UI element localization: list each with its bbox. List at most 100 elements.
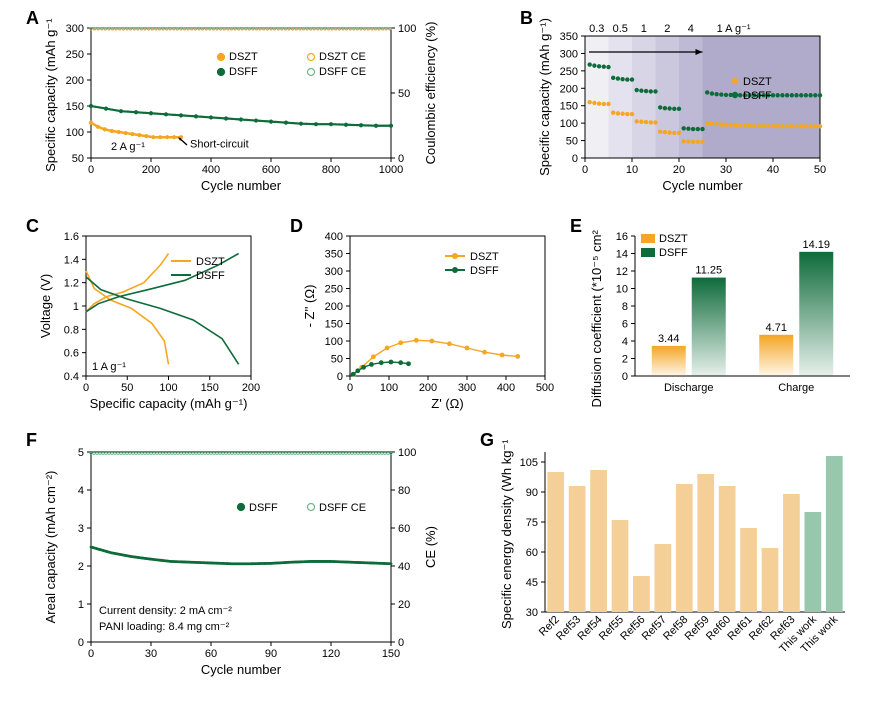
svg-text:50: 50 — [398, 88, 410, 100]
svg-text:100: 100 — [159, 382, 177, 394]
svg-text:DSZT: DSZT — [196, 256, 225, 268]
svg-text:Charge: Charge — [778, 382, 814, 394]
svg-text:30: 30 — [145, 648, 157, 660]
svg-text:50: 50 — [814, 164, 826, 176]
svg-text:50: 50 — [331, 354, 343, 366]
svg-text:400: 400 — [202, 164, 220, 176]
svg-text:Voltage (V): Voltage (V) — [38, 274, 53, 338]
svg-text:Z' (Ω): Z' (Ω) — [431, 396, 463, 411]
svg-text:200: 200 — [419, 382, 437, 394]
svg-text:12: 12 — [616, 266, 628, 278]
svg-text:DSZT CE: DSZT CE — [319, 51, 366, 63]
svg-text:40: 40 — [767, 164, 779, 176]
svg-text:100: 100 — [398, 23, 416, 35]
panel-d-label: D — [290, 216, 303, 237]
panel-a-label: A — [26, 8, 39, 29]
svg-text:50: 50 — [121, 382, 133, 394]
svg-text:20: 20 — [398, 599, 410, 611]
svg-text:200: 200 — [560, 83, 578, 95]
svg-text:150: 150 — [201, 382, 219, 394]
panel-b: B 01020304050Cycle number050100150200250… — [530, 18, 840, 198]
svg-text:0.8: 0.8 — [64, 324, 79, 336]
svg-text:DSFF: DSFF — [743, 90, 772, 102]
svg-text:DSZT: DSZT — [743, 76, 772, 88]
panel-b-label: B — [520, 8, 533, 29]
svg-text:DSFF: DSFF — [470, 265, 499, 277]
svg-text:DSFF: DSFF — [659, 247, 688, 259]
svg-text:1.4: 1.4 — [64, 254, 79, 266]
svg-text:5: 5 — [78, 447, 84, 459]
svg-text:0.4: 0.4 — [64, 371, 79, 383]
panel-d: D 0100200300400500Z' (Ω)0501001502002503… — [300, 226, 560, 416]
svg-text:4.71: 4.71 — [766, 322, 787, 334]
panel-g: G 3045607590105Specific energy density (… — [490, 440, 860, 700]
svg-text:200: 200 — [66, 75, 84, 87]
panel-a-chart: 02004006008001000Cycle number50100150200… — [36, 18, 466, 198]
svg-text:Specific capacity (mAh g⁻¹): Specific capacity (mAh g⁻¹) — [43, 18, 58, 172]
panel-c-chart: 0 50 100 150 200 Specific capacity (mAh g⁻¹) 0… — [36, 226, 266, 416]
svg-text:3: 3 — [78, 523, 84, 535]
svg-text:DSZT: DSZT — [229, 51, 258, 63]
panel-c: C 050100150200Specific capacity (mAh g⁻¹… — [36, 226, 266, 416]
svg-text:1.2: 1.2 — [64, 278, 79, 290]
svg-text:1000: 1000 — [379, 164, 403, 176]
svg-text:2: 2 — [622, 354, 628, 366]
svg-text:Current density: 2 mA cm⁻²: Current density: 2 mA cm⁻² — [99, 605, 232, 617]
svg-text:300: 300 — [66, 23, 84, 35]
svg-text:1 A g⁻¹: 1 A g⁻¹ — [717, 23, 751, 35]
svg-text:90: 90 — [526, 487, 538, 499]
svg-text:DSZT: DSZT — [659, 233, 688, 245]
svg-text:0: 0 — [88, 648, 94, 660]
svg-text:30: 30 — [720, 164, 732, 176]
panel-c-label: C — [26, 216, 39, 237]
svg-text:0: 0 — [572, 153, 578, 165]
svg-text:100: 100 — [380, 382, 398, 394]
svg-text:14.19: 14.19 — [802, 239, 830, 251]
svg-text:80: 80 — [398, 485, 410, 497]
svg-text:Specific capacity (mAh g⁻¹): Specific capacity (mAh g⁻¹) — [90, 396, 248, 411]
svg-text:0: 0 — [622, 371, 628, 383]
svg-text:200: 200 — [242, 382, 260, 394]
svg-text:3.44: 3.44 — [658, 333, 679, 345]
svg-text:- Z'' (Ω): - Z'' (Ω) — [302, 285, 317, 328]
svg-text:90: 90 — [265, 648, 277, 660]
svg-text:75: 75 — [526, 517, 538, 529]
svg-text:60: 60 — [398, 523, 410, 535]
svg-text:0: 0 — [83, 382, 89, 394]
svg-text:500: 500 — [536, 382, 554, 394]
svg-text:10: 10 — [616, 284, 628, 296]
svg-text:800: 800 — [322, 164, 340, 176]
svg-text:60: 60 — [526, 547, 538, 559]
svg-text:4: 4 — [78, 485, 84, 497]
svg-text:0.5: 0.5 — [613, 23, 628, 35]
svg-text:14: 14 — [616, 249, 628, 261]
svg-text:1.6: 1.6 — [64, 231, 79, 243]
svg-text:0.6: 0.6 — [64, 348, 79, 360]
svg-text:Discharge: Discharge — [664, 382, 714, 394]
svg-text:200: 200 — [142, 164, 160, 176]
svg-text:16: 16 — [616, 231, 628, 243]
svg-text:DSFF: DSFF — [229, 66, 258, 78]
svg-text:10: 10 — [626, 164, 638, 176]
svg-text:105: 105 — [520, 457, 538, 469]
panel-e: E 0246810121416Diffusion coefficient (*1… — [580, 226, 860, 416]
svg-text:2 A g⁻¹: 2 A g⁻¹ — [111, 141, 145, 153]
svg-text:0: 0 — [398, 153, 404, 165]
svg-text:0: 0 — [398, 637, 404, 649]
panel-g-chart: 3045607590105Specific energy density (Wh… — [490, 440, 860, 700]
panel-f-chart: 0306090120150Cycle number012345Areal cap… — [36, 440, 466, 700]
svg-text:DSFF CE: DSFF CE — [319, 502, 366, 514]
svg-text:CE (%): CE (%) — [423, 526, 438, 568]
svg-text:100: 100 — [325, 336, 343, 348]
svg-text:Cycle number: Cycle number — [662, 178, 743, 193]
svg-text:PANI loading: 8.4 mg cm⁻²: PANI loading: 8.4 mg cm⁻² — [99, 621, 230, 633]
svg-text:300: 300 — [458, 382, 476, 394]
svg-text:50: 50 — [566, 136, 578, 148]
panel-b-chart: 01020304050Cycle number05010015020025030… — [530, 18, 840, 198]
svg-text:60: 60 — [205, 648, 217, 660]
svg-text:2: 2 — [78, 561, 84, 573]
svg-text:250: 250 — [325, 284, 343, 296]
svg-text:DSFF: DSFF — [249, 502, 278, 514]
svg-text:DSZT: DSZT — [470, 251, 499, 263]
svg-text:0: 0 — [347, 382, 353, 394]
